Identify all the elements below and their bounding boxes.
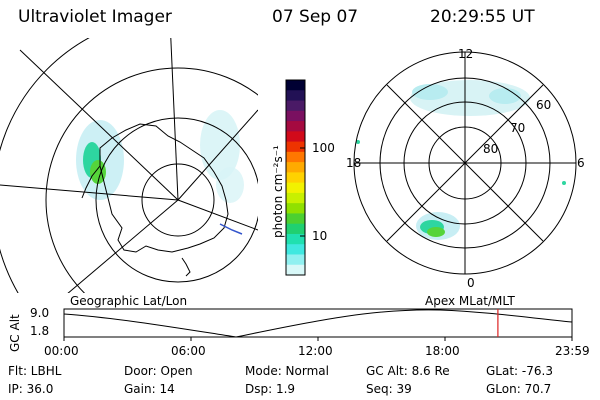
time-tick-1200: 12:00 bbox=[298, 344, 333, 358]
colorbar-cell bbox=[286, 264, 305, 276]
colorbar-cell bbox=[286, 80, 305, 91]
colorbar-tick-100: 100 bbox=[312, 141, 335, 155]
colorbar-cell bbox=[286, 141, 305, 153]
colorbar-cell bbox=[286, 213, 305, 225]
mlat-label-70: 70 bbox=[510, 121, 526, 135]
time-tick-0000: 00:00 bbox=[44, 344, 79, 358]
time-tick-2359: 23:59 bbox=[555, 344, 590, 358]
colorbar-cell bbox=[286, 172, 305, 184]
info-seq: Seq: 39 bbox=[366, 382, 412, 396]
colorbar bbox=[285, 79, 306, 276]
colorbar-cell bbox=[286, 90, 305, 102]
colorbar-cell bbox=[286, 100, 305, 112]
time-tick-1800: 18:00 bbox=[425, 344, 460, 358]
colorbar-cell bbox=[286, 254, 305, 266]
mlt-label-6: 6 bbox=[577, 156, 585, 170]
info-gain: Gain: 14 bbox=[124, 382, 175, 396]
colorbar-cell bbox=[286, 203, 305, 215]
geographic-panel-label: Geographic Lat/Lon bbox=[70, 294, 188, 308]
mlt-label-0: 0 bbox=[467, 276, 475, 290]
altitude-ytick-low: 1.8 bbox=[30, 324, 50, 338]
colorbar-cell bbox=[286, 121, 305, 132]
info-filter: Flt: LBHL bbox=[8, 364, 62, 378]
info-glat: GLat: -76.3 bbox=[486, 364, 553, 378]
colorbar-cell bbox=[286, 131, 305, 143]
colorbar-cell bbox=[286, 223, 305, 235]
aurora-emission-geographic bbox=[76, 110, 244, 203]
mlat-label-80: 80 bbox=[483, 142, 499, 156]
time-tick-0600: 06:00 bbox=[171, 344, 206, 358]
colorbar-cell bbox=[286, 162, 305, 173]
info-door: Door: Open bbox=[124, 364, 193, 378]
app-title: Ultraviolet Imager bbox=[18, 7, 172, 27]
geographic-map bbox=[0, 38, 258, 293]
info-glon: GLon: 70.7 bbox=[486, 382, 552, 396]
colorbar-tick-10: 10 bbox=[312, 229, 328, 243]
colorbar-cell bbox=[286, 110, 305, 122]
mlt-label-12: 12 bbox=[458, 47, 474, 61]
latlon-grid bbox=[0, 38, 258, 293]
mlat-label-60: 60 bbox=[536, 98, 552, 112]
antarctica-outline bbox=[99, 123, 229, 253]
magnetic-panel-label: Apex MLat/MLT bbox=[425, 294, 515, 308]
observation-time: 20:29:55 UT bbox=[430, 7, 535, 27]
colorbar-cell bbox=[286, 244, 305, 256]
info-gc-alt: GC Alt: 8.6 Re bbox=[366, 364, 450, 378]
colorbar-cell bbox=[286, 182, 305, 194]
info-dsp: Dsp: 1.9 bbox=[245, 382, 296, 396]
altitude-curve bbox=[63, 309, 573, 338]
colorbar-unit-label: photon cm⁻²s⁻¹ bbox=[271, 145, 285, 238]
altitude-ytick-high: 9.0 bbox=[30, 306, 50, 320]
info-ip: IP: 36.0 bbox=[8, 382, 54, 396]
altitude-plot bbox=[63, 308, 573, 341]
colorbar-cell bbox=[286, 151, 305, 163]
info-mode: Mode: Normal bbox=[245, 364, 329, 378]
altitude-ylabel: GC Alt bbox=[8, 314, 22, 352]
colorbar-cell bbox=[286, 233, 305, 245]
magnetic-map bbox=[353, 51, 577, 275]
observation-date: 07 Sep 07 bbox=[272, 7, 359, 27]
colorbar-cell bbox=[286, 192, 305, 204]
mlt-label-18: 18 bbox=[346, 156, 362, 170]
